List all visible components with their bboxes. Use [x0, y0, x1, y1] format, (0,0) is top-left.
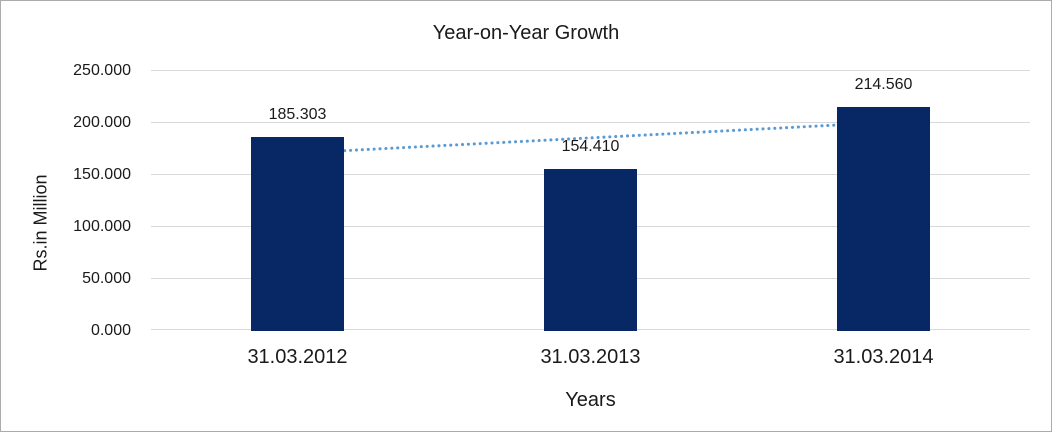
bar-value-label: 214.560 — [854, 75, 913, 93]
bar-31.03.2012 — [251, 137, 344, 331]
bar-value-label: 185.303 — [268, 106, 327, 124]
y-tick-label: 0.000 — [90, 321, 131, 339]
x-axis-title: Years — [565, 389, 616, 411]
trendline — [296, 121, 885, 155]
bar-value-label: 154.410 — [561, 138, 620, 156]
y-tick-label: 150.000 — [73, 165, 131, 183]
bar-31.03.2013 — [544, 169, 637, 331]
chart-title: Year-on-Year Growth — [432, 22, 620, 44]
gridline — [151, 70, 1030, 71]
category-label: 31.03.2013 — [540, 346, 641, 368]
y-tick-label: 100.000 — [73, 217, 131, 235]
y-tick-label: 50.000 — [82, 269, 131, 287]
category-label: 31.03.2014 — [833, 346, 934, 368]
plot-area: 185.303 154.410 214.560 — [151, 70, 1030, 331]
y-tick-label: 200.000 — [73, 113, 131, 131]
y-tick-label: 250.000 — [73, 61, 131, 79]
category-label: 31.03.2012 — [247, 346, 348, 368]
gridline — [151, 122, 1030, 123]
bar-31.03.2014 — [837, 106, 930, 331]
